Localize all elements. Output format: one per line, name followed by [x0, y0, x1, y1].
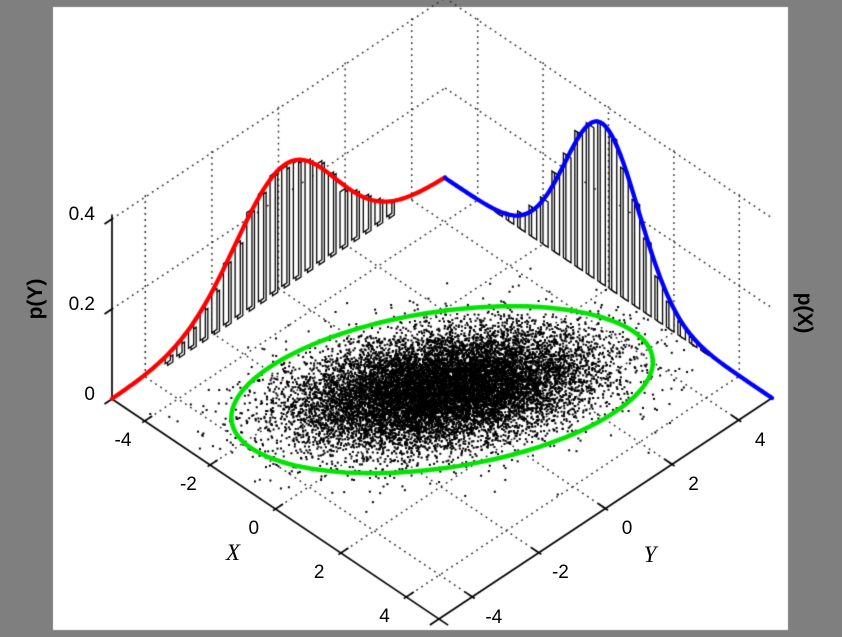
plot-canvas	[0, 0, 842, 637]
matlab-3d-figure: X Y p(Y) p(X) -4 -2 0 2 4 -4 -2 0 2 4 0 0.2 0.4	[0, 0, 842, 637]
